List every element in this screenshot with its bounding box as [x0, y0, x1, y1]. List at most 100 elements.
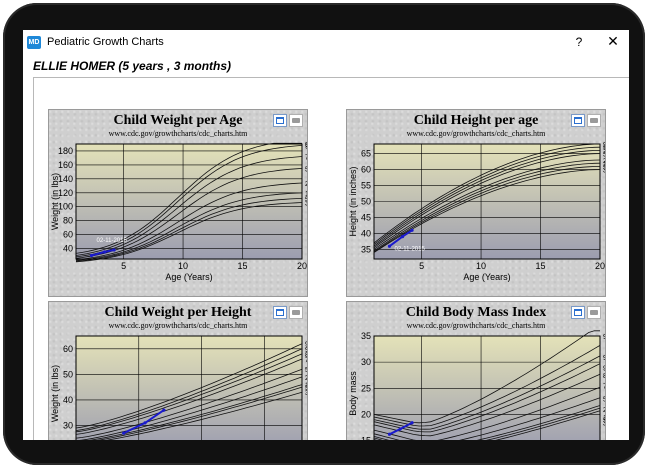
x-tick-label: 5	[121, 261, 126, 271]
percentile-curve	[75, 353, 303, 433]
chart-plot-bmi: 5101520152025303597%95%90%85%75%50%25%10…	[348, 330, 605, 440]
percentile-curve	[97, 386, 303, 440]
percentile-curve	[373, 143, 601, 244]
percentile-label: 3%	[603, 420, 605, 427]
help-button[interactable]: ?	[575, 35, 583, 49]
percentile-curve	[79, 376, 303, 440]
tablet-frame: MD Pediatric Growth Charts ? ✕ ELLIE HOM…	[3, 3, 645, 465]
percentile-curve	[373, 363, 601, 433]
close-button[interactable]: ✕	[607, 33, 619, 49]
x-tick-label: 10	[178, 261, 188, 271]
x-axis-label: Age (Years)	[463, 272, 510, 282]
percentile-curve	[75, 368, 303, 439]
percentile-label: 85%	[603, 373, 605, 380]
y-tick-label: 45	[361, 212, 371, 222]
percentile-label: 95%	[603, 142, 605, 149]
percentile-curve	[373, 405, 601, 440]
chart-plot-weight-age: 5 10 15 20 40 60 80 100 120 140 160 180 95%90% 75% 50%…	[50, 142, 307, 282]
y-axis-label: Weight (in lbs)	[50, 365, 60, 422]
percentile-curve	[373, 166, 601, 253]
y-tick-label: 160	[58, 160, 73, 170]
maximize-chart-button[interactable]	[571, 306, 585, 319]
percentile-curve	[75, 343, 303, 429]
y-tick-label: 40	[361, 228, 371, 238]
measurement-date-label: 02-11-2015	[97, 238, 128, 244]
percentile-curve	[373, 345, 601, 427]
y-tick-label: 60	[361, 165, 371, 175]
patient-measurement-point	[89, 253, 94, 258]
percentile-label: 5%	[305, 385, 307, 392]
y-tick-label: 180	[58, 146, 73, 156]
percentile-curve	[373, 146, 601, 245]
percentile-curve	[373, 373, 601, 437]
patient-measurement-point	[398, 427, 402, 431]
y-tick-label: 50	[361, 197, 371, 207]
percentile-label: 90%	[305, 143, 307, 150]
y-tick-label: 60	[63, 230, 73, 240]
y-tick-label: 35	[361, 331, 371, 341]
percentile-label: 10%	[603, 415, 605, 422]
maximize-chart-button[interactable]	[273, 114, 287, 127]
chart-panel-weight-height: Child Weight per Height www.cdc.gov/growt…	[48, 301, 308, 440]
percentile-label: 25%	[603, 407, 605, 414]
window-title: Pediatric Growth Charts	[47, 36, 164, 48]
patient-measurement-point	[410, 228, 414, 232]
percentile-curve	[373, 397, 601, 440]
x-tick-label: 20	[595, 261, 605, 271]
y-tick-label: 55	[361, 181, 371, 191]
measurement-date-label: 02-11-2015	[395, 247, 426, 253]
print-chart-button[interactable]	[289, 114, 303, 127]
print-chart-button[interactable]	[587, 306, 601, 319]
y-tick-label: 15	[361, 436, 371, 440]
percentile-label: 25%	[603, 158, 605, 165]
y-axis-label: Body mass	[348, 371, 358, 416]
chart-title: Child Body Mass Index	[405, 305, 547, 320]
chart-source-url: www.cdc.gov/growthcharts/cdc_charts.htm	[406, 129, 546, 138]
percentile-label: 5%	[603, 418, 605, 425]
y-tick-label: 100	[58, 202, 73, 212]
x-tick-label: 20	[297, 261, 307, 271]
chart-panel-weight-age: Child Weight per Age www.cdc.gov/growthch…	[48, 109, 308, 297]
print-chart-button[interactable]	[587, 114, 601, 127]
y-axis-label: Weight (in lbs)	[50, 173, 60, 230]
percentile-curve	[75, 192, 303, 261]
percentile-label: 3%	[305, 390, 307, 397]
patient-measurement-point	[122, 431, 126, 435]
percentile-label: 10%	[305, 383, 307, 390]
chart-plot-height-age: 5 10 15 20 35 40 45 50 55 60 65 95%90%75%50%25%10%5…	[348, 142, 605, 282]
chart-source-url: www.cdc.gov/growthcharts/cdc_charts.htm	[108, 321, 248, 330]
percentile-curve	[75, 145, 303, 256]
patient-measurement-point	[162, 408, 166, 412]
y-tick-label: 40	[63, 395, 73, 405]
app-window: MD Pediatric Growth Charts ? ✕ ELLIE HOM…	[23, 30, 629, 440]
percentile-label: 97%	[603, 334, 605, 341]
percentile-label: 25%	[305, 181, 307, 188]
percentile-curve	[373, 410, 601, 440]
percentile-label: 90%	[305, 347, 307, 354]
maximize-chart-button[interactable]	[571, 114, 585, 127]
app-icon: MD	[27, 36, 41, 49]
percentile-label: 10%	[603, 161, 605, 168]
print-chart-button[interactable]	[289, 306, 303, 319]
percentile-curve	[75, 202, 303, 263]
percentile-label: 50%	[305, 367, 307, 374]
maximize-chart-button[interactable]	[273, 306, 287, 319]
percentile-label: 90%	[603, 365, 605, 372]
chart-plot-weight-height: 354045203040506095%90%85%75%50%25%10%5%3…	[50, 335, 307, 440]
y-tick-label: 20	[361, 409, 371, 419]
y-tick-label: 65	[361, 149, 371, 159]
chart-title: Child Height per age	[413, 113, 539, 128]
chart-panel-bmi: Child Body Mass Index www.cdc.gov/growthc…	[346, 301, 606, 440]
y-tick-label: 50	[63, 369, 73, 379]
x-tick-label: 15	[238, 261, 248, 271]
percentile-curve	[373, 150, 601, 247]
x-tick-label: 5	[419, 261, 424, 271]
chart-title: Child Weight per Height	[104, 305, 252, 320]
percentile-curve	[105, 391, 303, 440]
percentile-curve	[75, 142, 302, 254]
percentile-label: 75%	[603, 148, 605, 155]
percentile-label: 50%	[305, 166, 307, 173]
x-axis-label: Age (Years)	[165, 272, 212, 282]
percentile-label: 85%	[305, 352, 307, 359]
chart-title: Child Weight per Age	[113, 113, 243, 128]
